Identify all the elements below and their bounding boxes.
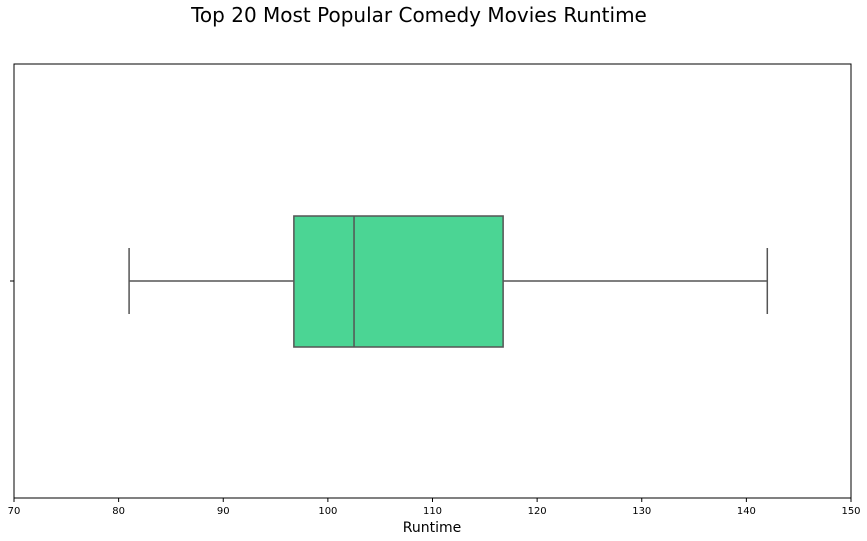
x-tick-label: 140 — [737, 506, 756, 517]
box-group — [128, 215, 769, 348]
chart-title: Top 20 Most Popular Comedy Movies Runtim… — [190, 3, 647, 27]
interquartile-box — [293, 215, 504, 348]
x-axis-ticks: 70 80 90 100 110 120 130 140 150 — [8, 498, 861, 517]
x-tick-label: 120 — [528, 506, 547, 517]
x-tick-label: 80 — [112, 506, 125, 517]
x-tick-label: 90 — [217, 506, 230, 517]
x-tick-label: 110 — [423, 506, 442, 517]
x-tick-label: 130 — [632, 506, 651, 517]
x-tick-label: 100 — [318, 506, 337, 517]
x-axis-label: Runtime — [403, 520, 461, 536]
x-tick-label: 150 — [841, 506, 860, 517]
x-tick-label: 70 — [8, 506, 21, 517]
